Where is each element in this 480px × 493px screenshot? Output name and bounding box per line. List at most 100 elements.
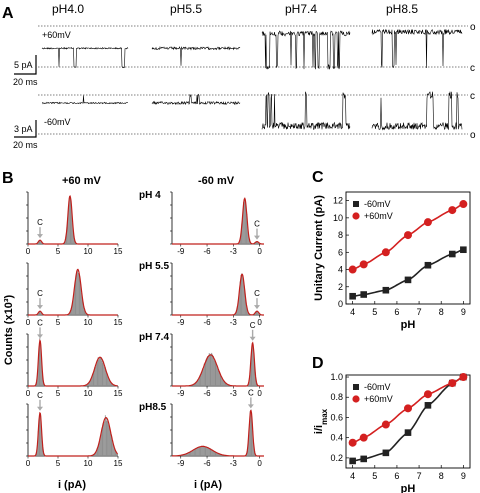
hist-bar	[197, 447, 199, 456]
hist-x-tick-label: 15	[114, 459, 123, 468]
hist-bar	[197, 447, 198, 456]
hist-bar	[223, 381, 225, 386]
hist-bar	[193, 449, 195, 456]
hist-bar	[192, 450, 194, 456]
hist-bar	[216, 365, 218, 386]
y-tick-label: 0.2	[330, 453, 343, 463]
hist-bar	[100, 436, 101, 456]
hist-bar	[98, 443, 100, 456]
hist-bar	[227, 384, 229, 386]
data-point	[459, 373, 468, 382]
hist-bar	[94, 367, 96, 386]
hist-bar	[104, 421, 105, 456]
hist-bar	[109, 431, 111, 456]
hist-x-tick-label: -3	[230, 389, 238, 398]
hist-bar	[254, 371, 256, 386]
y-tick-label: 0.4	[330, 433, 343, 443]
hist-bar	[105, 371, 107, 386]
hist-bar	[104, 415, 106, 456]
hist-bar	[185, 453, 187, 456]
hist-bar	[238, 291, 240, 315]
hist-bar	[191, 451, 193, 456]
hist-bar	[252, 430, 254, 456]
hist-bar	[203, 446, 205, 456]
data-point	[381, 248, 390, 257]
closed-arrowhead	[37, 334, 43, 339]
hist-bar	[254, 312, 256, 315]
hist-bar	[238, 299, 239, 315]
y-tick-label: 2	[338, 282, 343, 292]
hist-xlabel-left: i (pA)	[58, 479, 86, 491]
ph-header: pH7.4	[285, 2, 317, 16]
hist-bar	[247, 226, 249, 244]
hist-bar	[109, 381, 111, 386]
hist-bar	[78, 273, 80, 315]
hist-row-label: pH8.5	[139, 402, 167, 413]
data-point	[460, 246, 467, 254]
legend-marker	[353, 384, 359, 390]
hist-bar	[96, 362, 98, 386]
hist-bar	[108, 424, 109, 456]
hist-bar	[208, 447, 210, 456]
hist-bar	[72, 302, 73, 315]
hist-bar	[210, 353, 212, 386]
x-tick-label: 7	[417, 471, 422, 481]
hist-bar	[215, 452, 217, 456]
hist-bar	[67, 217, 69, 244]
hist-x-tick-label: -6	[203, 459, 211, 468]
hist-bar	[196, 381, 198, 386]
hist-xlabel-right: i (pA)	[194, 479, 222, 491]
hist-bar	[217, 453, 218, 456]
closed-marker-label: C	[37, 218, 43, 227]
hist-bar	[244, 293, 246, 315]
hist-bar	[37, 312, 39, 315]
hist-bar	[212, 450, 214, 456]
hist-bar	[222, 379, 224, 386]
hist-x-tick-label: 15	[114, 389, 123, 398]
hist-x-tick-label: 5	[56, 318, 61, 327]
trace-top-ph4	[41, 46, 129, 69]
hist-bar	[248, 424, 250, 456]
hist-bar	[189, 451, 191, 456]
trace-top-ph5_5	[151, 45, 241, 66]
panel-d-chart: 4 5 6 7 8 9 0.2 0.4 0.6 0.8 1.0 pH i/imax -60mV +60mV	[313, 372, 471, 493]
closed-marker-label: C	[248, 388, 254, 397]
x-tick-label: 9	[461, 307, 466, 317]
hist-bar	[103, 361, 105, 386]
hist-bar	[212, 354, 213, 386]
hist-bar	[200, 374, 202, 386]
hist-x-tick-label: 10	[84, 459, 93, 468]
data-point	[349, 292, 356, 300]
hist-bar	[111, 439, 113, 456]
hist-bar	[214, 451, 216, 456]
hist-x-tick-label: 5	[56, 389, 61, 398]
scale-time-top: 20 ms	[13, 77, 38, 87]
hist-bar	[202, 446, 203, 456]
panel-label-c: C	[312, 169, 324, 186]
hist-bar	[202, 368, 203, 386]
trace-top-ph7_4	[261, 30, 351, 70]
hist-bar	[73, 237, 75, 244]
hist-bar	[207, 448, 209, 456]
hist-bar	[241, 223, 243, 244]
closed-level-label-bottom: c	[470, 91, 475, 102]
hist-bar	[253, 358, 255, 386]
hist-bar	[221, 454, 223, 456]
hist-bar	[256, 311, 258, 315]
y-tick-label: 4	[338, 265, 343, 275]
hist-fit-curve	[172, 409, 264, 457]
hist-bar	[104, 367, 105, 386]
hist-bar	[37, 242, 39, 244]
hist-bar	[85, 312, 87, 315]
hist-bar	[68, 206, 69, 244]
hist-bar	[37, 444, 38, 456]
hist-bar	[103, 423, 105, 456]
data-point	[404, 276, 412, 284]
hist-bar	[74, 282, 76, 315]
hist-x-tick-label: 10	[84, 318, 93, 327]
closed-arrowhead	[37, 305, 43, 310]
data-point	[404, 231, 412, 240]
hist-bar	[117, 453, 118, 456]
plot-frame	[345, 374, 471, 469]
hist-bar	[96, 449, 98, 456]
